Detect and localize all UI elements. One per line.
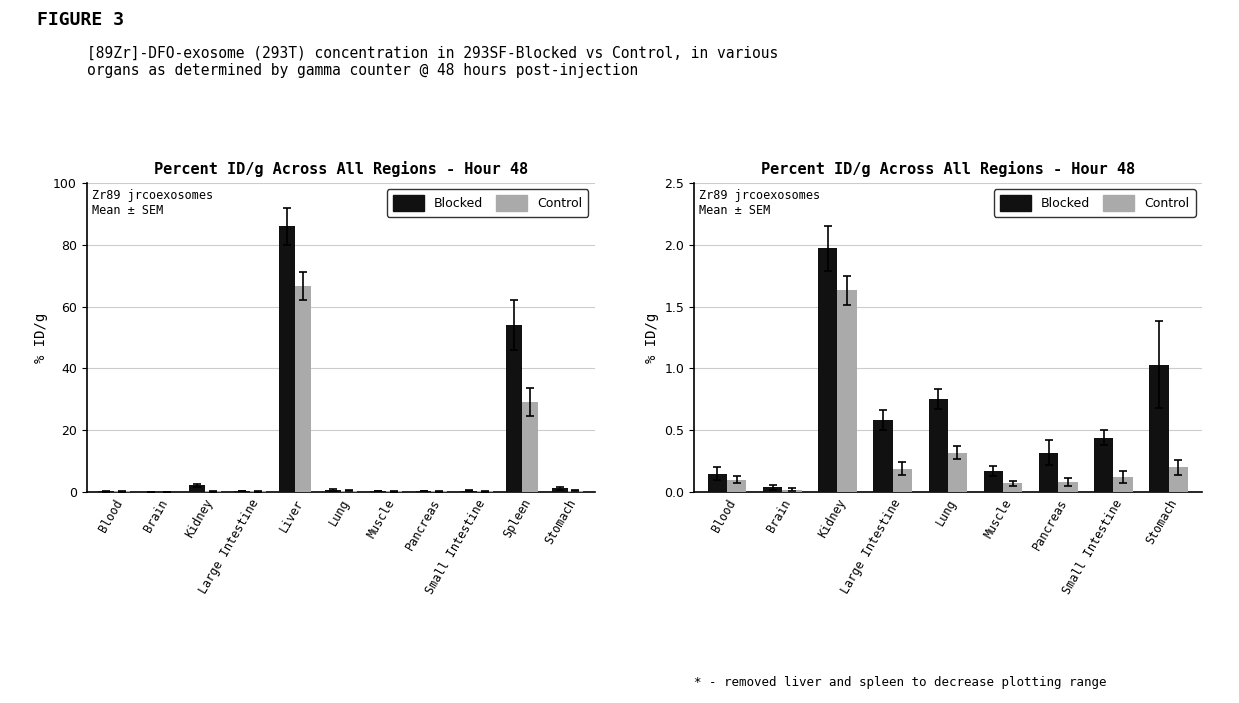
Bar	[280, 226, 295, 492]
Bar	[707, 474, 727, 492]
Bar	[763, 487, 782, 492]
Bar	[727, 479, 746, 492]
Bar	[1004, 484, 1022, 492]
Legend: Blocked, Control: Blocked, Control	[387, 189, 589, 217]
Text: FIGURE 3: FIGURE 3	[37, 11, 124, 29]
Bar	[415, 491, 431, 492]
Bar	[461, 491, 477, 492]
Y-axis label: % ID/g: % ID/g	[33, 312, 47, 363]
Title: Percent ID/g Across All Regions - Hour 48: Percent ID/g Across All Regions - Hour 4…	[154, 162, 528, 177]
Bar	[1094, 438, 1114, 492]
Bar	[507, 325, 522, 492]
Text: [89Zr]-DFO-exosome (293T) concentration in 293SF-Blocked vs Control, in various
: [89Zr]-DFO-exosome (293T) concentration …	[87, 46, 778, 78]
Bar	[948, 453, 968, 492]
Bar	[1040, 453, 1058, 492]
Title: Percent ID/g Across All Regions - Hour 48: Percent ID/g Across All Regions - Hour 4…	[761, 162, 1135, 177]
Bar	[325, 489, 341, 492]
Bar	[341, 491, 357, 492]
Bar	[567, 491, 584, 492]
Bar	[295, 286, 311, 492]
Bar	[873, 420, 892, 492]
Bar	[188, 485, 204, 492]
Text: * - removed liver and spleen to decrease plotting range: * - removed liver and spleen to decrease…	[694, 676, 1106, 689]
Bar	[98, 491, 114, 492]
Y-axis label: % ID/g: % ID/g	[644, 312, 659, 363]
Bar	[551, 489, 567, 492]
Bar	[204, 491, 221, 492]
Text: Zr89 jrcoexosomes
Mean ± SEM: Zr89 jrcoexosomes Mean ± SEM	[699, 189, 820, 217]
Bar	[1168, 467, 1188, 492]
Bar	[782, 489, 802, 492]
Bar	[892, 469, 912, 492]
Bar	[1058, 482, 1078, 492]
Bar	[1114, 477, 1132, 492]
Bar	[370, 491, 387, 492]
Bar	[818, 248, 838, 492]
Bar	[522, 402, 538, 492]
Bar	[477, 491, 493, 492]
Bar	[928, 399, 948, 492]
Legend: Blocked, Control: Blocked, Control	[994, 189, 1196, 217]
Bar	[984, 471, 1004, 492]
Bar	[838, 290, 856, 492]
Text: Zr89 jrcoexosomes
Mean ± SEM: Zr89 jrcoexosomes Mean ± SEM	[92, 189, 213, 217]
Bar	[1150, 365, 1168, 492]
Bar	[234, 491, 250, 492]
